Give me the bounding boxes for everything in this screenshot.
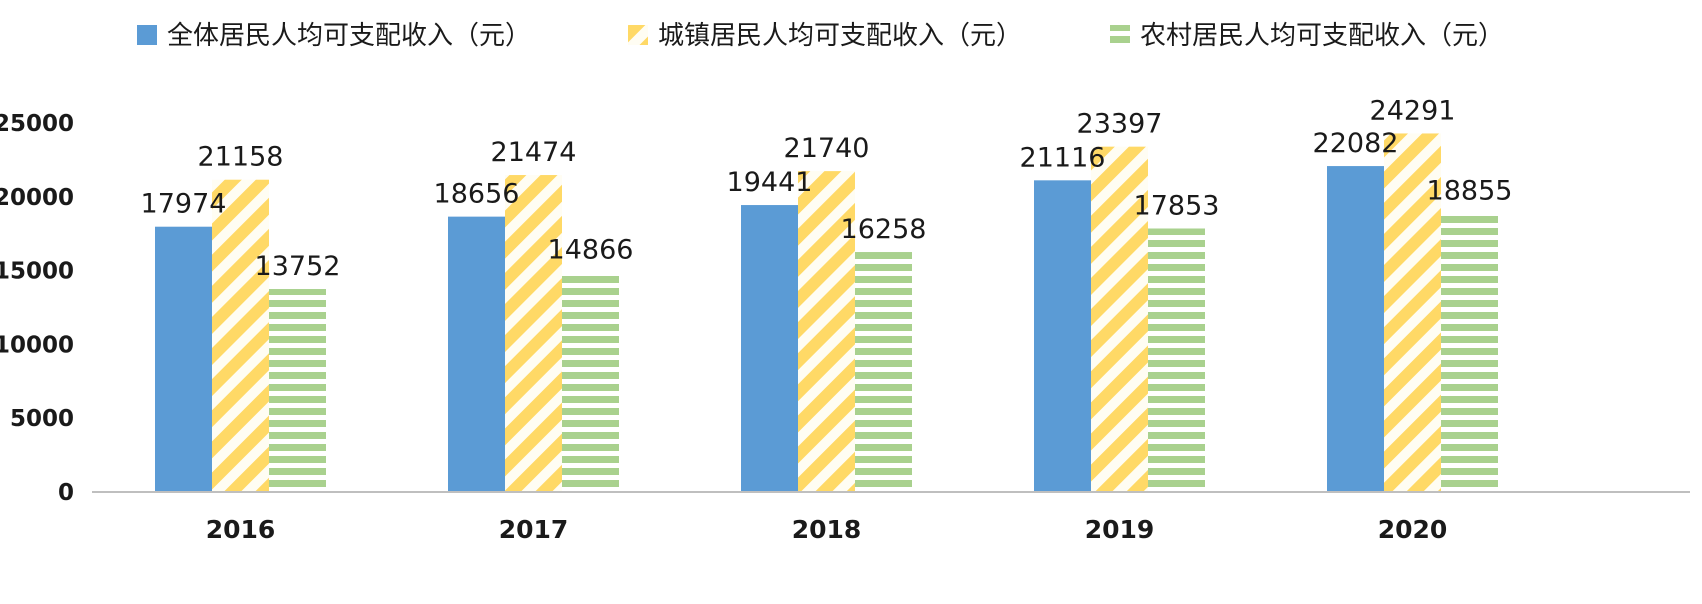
data-label: 21158 [198,142,284,173]
bar [562,272,619,492]
bar-series [155,133,1498,493]
legend-item: 城镇居民人均可支配收入（元） [628,21,1022,51]
legend-label: 全体居民人均可支配收入（元） [167,21,531,51]
bar [1148,228,1205,492]
x-tick-label: 2018 [792,515,862,544]
data-label: 17974 [141,189,227,220]
y-tick-label: 20000 [0,185,74,211]
data-label: 24291 [1370,95,1456,126]
legend-swatch [137,25,157,45]
bar [269,289,326,492]
legend-item: 全体居民人均可支配收入（元） [137,21,531,51]
y-tick-label: 10000 [0,332,74,358]
x-tick-label: 2019 [1085,515,1155,544]
bar [1384,133,1441,492]
bar [1091,146,1148,492]
y-axis: 0 5000 10000 15000 20000 25000 [0,111,74,506]
legend-label: 城镇居民人均可支配收入（元） [658,21,1022,51]
data-label: 18656 [434,179,520,210]
data-label: 21474 [491,137,577,168]
data-label: 14866 [548,235,634,266]
legend-item: 农村居民人均可支配收入（元） [1110,21,1504,51]
bar [741,205,798,492]
y-tick-label: 5000 [10,406,74,432]
x-tick-label: 2016 [206,515,276,544]
bar [1327,166,1384,492]
data-label: 19441 [727,167,813,198]
bar [855,252,912,492]
bar [1441,213,1498,492]
bar [505,175,562,492]
data-label: 16258 [841,214,927,245]
bar [155,226,212,492]
data-label: 21740 [784,133,870,164]
data-labels: 17974 21158 13752 18656 21474 14866 1944121740… [141,95,1513,282]
bar [798,171,855,492]
legend-label: 农村居民人均可支配收入（元） [1140,21,1504,51]
data-label: 18855 [1427,176,1513,207]
data-label: 23397 [1077,109,1163,140]
legend-swatch [628,25,648,45]
legend-swatch [1110,25,1130,45]
y-tick-label: 25000 [0,111,74,137]
bar [1034,180,1091,493]
data-label: 13752 [255,251,341,282]
x-axis: 2016 2017 2018 2019 2020 [92,491,1690,544]
y-tick-label: 15000 [0,259,74,285]
data-label: 17853 [1134,190,1220,221]
data-label: 21116 [1020,142,1106,173]
x-tick-label: 2020 [1378,515,1448,544]
x-tick-label: 2017 [499,515,569,544]
y-tick-label: 0 [58,480,74,506]
chart-legend: 全体居民人均可支配收入（元） 城镇居民人均可支配收入（元） 农村居民人均可支配收入（… [137,21,1504,51]
bar [448,216,505,492]
bar [212,179,269,492]
data-label: 22082 [1313,128,1399,159]
